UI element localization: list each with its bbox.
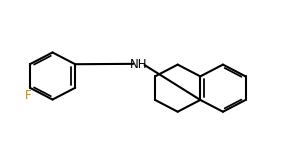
Text: NH: NH <box>130 58 147 71</box>
Text: F: F <box>25 89 32 102</box>
